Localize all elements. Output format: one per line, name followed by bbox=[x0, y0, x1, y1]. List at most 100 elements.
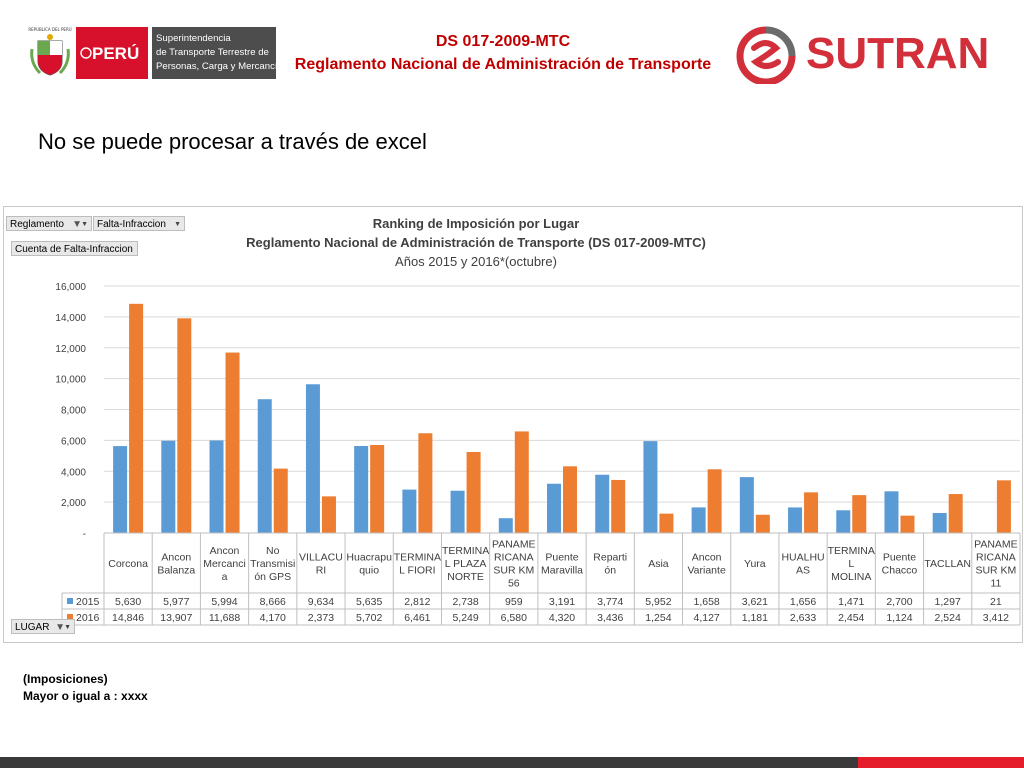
bar-2015 bbox=[498, 518, 513, 533]
data-label: 1,471 bbox=[838, 596, 864, 608]
data-label: 14,846 bbox=[112, 612, 144, 624]
data-label: 9,634 bbox=[308, 596, 334, 608]
category-label: Chacco bbox=[882, 565, 918, 577]
data-label: 1,297 bbox=[935, 596, 961, 608]
sutran-emblem-icon bbox=[736, 26, 796, 84]
bar-2016 bbox=[755, 514, 770, 533]
bar-2016 bbox=[129, 303, 144, 533]
bar-2015 bbox=[354, 446, 369, 533]
data-label: 8,666 bbox=[260, 596, 286, 608]
bar-2016 bbox=[514, 431, 529, 533]
data-label: 2,812 bbox=[404, 596, 430, 608]
y-tick-label: 6,000 bbox=[61, 436, 86, 447]
category-label: Corcona bbox=[108, 558, 148, 570]
y-tick-label: 10,000 bbox=[55, 375, 86, 386]
bar-2015 bbox=[547, 483, 561, 533]
coat-of-arms-icon: REPÚBLICA DEL PERÚ bbox=[28, 27, 72, 79]
entity-name-line-3: Personas, Carga y Mercancías bbox=[156, 61, 288, 72]
bar-2015 bbox=[209, 440, 224, 533]
legend-key-2016 bbox=[67, 614, 73, 620]
government-logo: REPÚBLICA DEL PERÚ PERÚ Superintendencia… bbox=[28, 27, 288, 79]
bar-2016 bbox=[659, 513, 674, 533]
data-label: 4,170 bbox=[260, 612, 286, 624]
bar-2015 bbox=[161, 440, 176, 533]
category-label: Huacrapu bbox=[346, 552, 392, 564]
filter-funnel-icon: ▼ bbox=[55, 622, 65, 633]
category-label: L bbox=[848, 558, 854, 570]
data-label: 2,633 bbox=[790, 612, 816, 624]
category-label: 56 bbox=[508, 578, 520, 590]
category-label: Ancon bbox=[210, 545, 240, 557]
bar-2015 bbox=[257, 399, 272, 533]
category-label: TERMINA bbox=[394, 552, 441, 564]
header-title-line-1: DS 017-2009-MTC bbox=[435, 33, 571, 50]
data-label: 5,630 bbox=[115, 596, 141, 608]
category-label: ón GPS bbox=[254, 571, 291, 583]
data-label: 3,191 bbox=[549, 596, 575, 608]
y-tick-label: 12,000 bbox=[55, 344, 86, 355]
bar-2015 bbox=[836, 510, 851, 533]
footnote-imposiciones: (Imposiciones) bbox=[23, 672, 108, 686]
filter-falta-button[interactable]: Falta-Infraccion ▼ bbox=[93, 216, 185, 231]
data-label: 3,436 bbox=[597, 612, 623, 624]
category-label: a bbox=[222, 571, 228, 583]
category-label: VILLACU bbox=[299, 552, 343, 564]
bar-2016 bbox=[321, 496, 336, 533]
filter-reglamento-label: Reglamento bbox=[10, 219, 64, 230]
bar-2015 bbox=[691, 507, 706, 533]
category-label: quio bbox=[359, 565, 379, 577]
data-label: 1,658 bbox=[693, 596, 719, 608]
filter-reglamento-button[interactable]: Reglamento ▼ ▼ bbox=[6, 216, 92, 231]
entity-name-line-2: de Transporte Terrestre de bbox=[156, 47, 269, 58]
bar-2016 bbox=[466, 451, 481, 533]
data-label: 1,181 bbox=[742, 612, 768, 624]
category-label: No bbox=[266, 545, 280, 557]
bar-2016 bbox=[707, 469, 722, 533]
category-label: TERMINA bbox=[442, 545, 489, 557]
data-label: 3,621 bbox=[742, 596, 768, 608]
sutran-logo: SUTRAN bbox=[736, 26, 994, 84]
data-label: 21 bbox=[990, 596, 1002, 608]
bar-2015 bbox=[884, 491, 899, 533]
chart-subtitle-2: Años 2015 y 2016*(octubre) bbox=[395, 254, 557, 269]
category-label: PANAME bbox=[492, 539, 536, 551]
data-label: 5,249 bbox=[452, 612, 478, 624]
footer-accent-bar bbox=[858, 757, 1024, 768]
category-label: Puente bbox=[545, 552, 578, 564]
dropdown-arrow-icon: ▼ bbox=[64, 624, 71, 631]
bar-2016 bbox=[900, 515, 915, 533]
filter-falta-label: Falta-Infraccion bbox=[97, 219, 166, 230]
y-tick-label: 4,000 bbox=[61, 467, 86, 478]
category-label: NORTE bbox=[447, 571, 484, 583]
filter-lugar-button[interactable]: LUGAR ▼ ▼ bbox=[11, 619, 75, 634]
data-label: 5,977 bbox=[163, 596, 189, 608]
chart-title: Ranking de Imposición por Lugar bbox=[372, 216, 580, 231]
data-label: 2,738 bbox=[452, 596, 478, 608]
dropdown-arrow-icon: ▼ bbox=[174, 221, 181, 228]
legend-label: 2016 bbox=[76, 612, 100, 624]
data-label: 3,412 bbox=[983, 612, 1009, 624]
bar-2016 bbox=[852, 495, 867, 533]
category-label: Puente bbox=[883, 552, 916, 564]
bar-2016 bbox=[225, 352, 240, 533]
peru-emblem-icon bbox=[80, 47, 92, 59]
category-label: Variante bbox=[687, 565, 725, 577]
value-field-button[interactable]: Cuenta de Falta-Infraccion bbox=[11, 241, 138, 256]
category-label: RICANA bbox=[494, 552, 534, 564]
category-label: L FIORI bbox=[399, 565, 435, 577]
category-label: Reparti bbox=[593, 552, 627, 564]
data-label: 6,461 bbox=[404, 612, 430, 624]
category-label: RICANA bbox=[976, 552, 1016, 564]
bar-2016 bbox=[804, 492, 819, 533]
bar-2016 bbox=[370, 444, 385, 533]
category-label: HUALHU bbox=[781, 552, 824, 564]
category-label: Mercanci bbox=[203, 558, 246, 570]
data-label: 4,320 bbox=[549, 612, 575, 624]
filter-lugar-label: LUGAR bbox=[15, 622, 50, 633]
data-label: 2,454 bbox=[838, 612, 864, 624]
data-label: 5,702 bbox=[356, 612, 382, 624]
category-label: Transmisi bbox=[250, 558, 295, 570]
peru-label: PERÚ bbox=[92, 44, 140, 63]
category-label: ón bbox=[604, 565, 616, 577]
category-label: Ancon bbox=[161, 552, 191, 564]
